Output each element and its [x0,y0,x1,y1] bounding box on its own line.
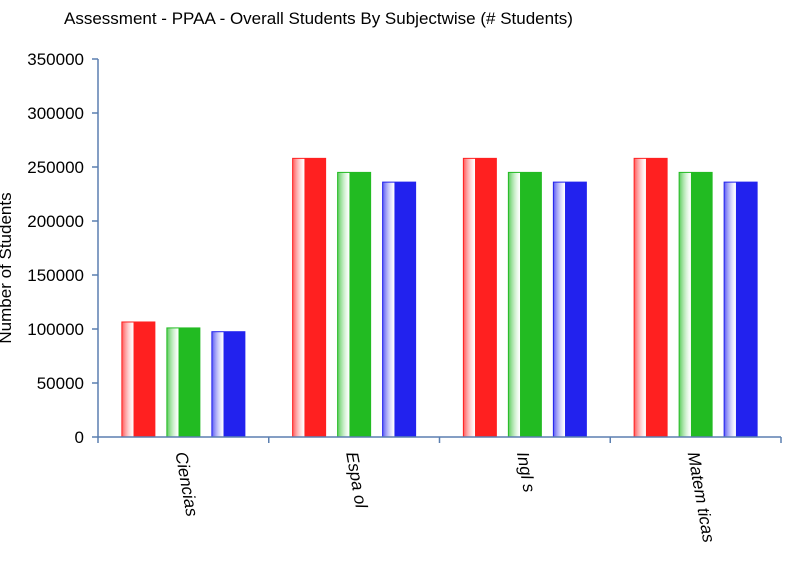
bar [292,157,327,438]
bar [121,321,156,438]
x-category-label: Ciencias [171,450,201,518]
y-tick-label: 200000 [27,212,84,231]
bar [337,171,372,438]
bar [166,327,201,438]
bar [552,181,587,438]
bar [211,331,246,438]
bar [678,171,713,438]
bar [462,157,497,438]
y-tick-label: 150000 [27,266,84,285]
y-tick-label: 350000 [27,50,84,69]
chart-title: Assessment - PPAA - Overall Students By … [64,9,573,28]
x-category-label: Matem ticas [684,450,719,544]
y-tick-label: 0 [75,428,84,447]
bar [507,171,542,438]
bar [382,181,417,438]
bar [633,157,668,438]
x-axis: Ciencias Espa ol Ingl s Matem ticas [97,436,782,544]
x-category-label: Espa ol [342,450,371,510]
y-tick-label: 100000 [27,320,84,339]
y-axis-title: Number of Students [0,192,15,343]
plot-area [121,157,758,438]
x-category-label: Ingl s [513,450,539,494]
y-axis: 0 50000 100000 150000 200000 250000 300000 3500… [27,50,99,447]
y-tick-label: 50000 [37,374,84,393]
bar [723,181,758,438]
y-tick-label: 250000 [27,158,84,177]
y-tick-label: 300000 [27,104,84,123]
